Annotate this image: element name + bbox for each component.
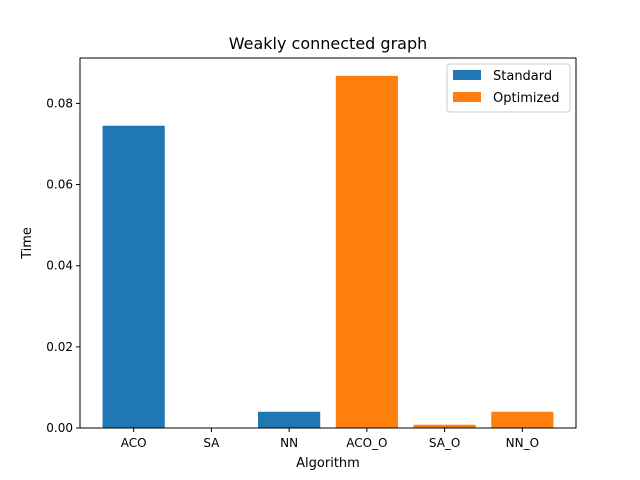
y-tick-label: 0.02	[46, 340, 73, 354]
bar-nn-o	[491, 411, 554, 428]
x-axis-label: Algorithm	[296, 456, 360, 471]
y-axis-label: Time	[20, 227, 35, 260]
legend-swatch-optimized	[453, 92, 481, 102]
y-axis-ticks: 0.00 0.02 0.04 0.06 0.08	[46, 96, 80, 435]
chart-title: Weakly connected graph	[229, 34, 428, 53]
axes-frame	[79, 57, 577, 429]
y-tick-label: 0.00	[46, 421, 73, 435]
y-tick-label: 0.04	[46, 259, 73, 273]
bar-nn	[258, 411, 321, 428]
bar-aco-o	[335, 75, 398, 428]
x-tick-label: SA	[203, 436, 220, 450]
x-tick-label: SA_O	[429, 436, 461, 450]
legend-label-optimized: Optimized	[493, 91, 560, 106]
x-axis-ticks: ACO SA NN ACO_O SA_O NN_O	[121, 428, 539, 450]
bar-sa-o	[413, 424, 476, 428]
x-tick-label: ACO	[121, 436, 147, 450]
legend-swatch-standard	[453, 70, 481, 80]
y-tick-label: 0.08	[46, 96, 73, 110]
legend: Standard Optimized	[446, 63, 571, 113]
legend-label-standard: Standard	[493, 69, 552, 84]
x-tick-label: ACO_O	[346, 436, 387, 450]
x-tick-label: NN_O	[506, 436, 539, 450]
y-tick-label: 0.06	[46, 178, 73, 192]
bar-aco	[102, 125, 165, 428]
x-tick-label: NN	[280, 436, 298, 450]
bars-group	[102, 75, 554, 428]
